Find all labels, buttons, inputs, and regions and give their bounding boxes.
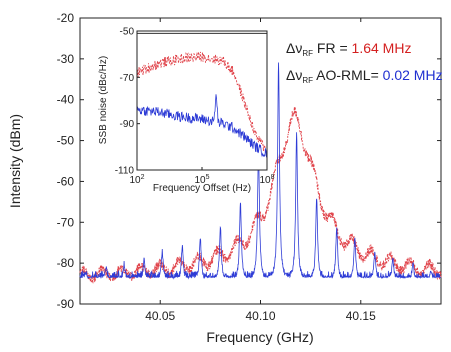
- inset-x-tick-exp: 8: [271, 174, 275, 181]
- inset-y-tick-label: -50: [120, 27, 135, 38]
- inset-x-tick-base: 10: [129, 175, 141, 186]
- main-y-axis-title: Intensity (dBm): [7, 114, 23, 208]
- legend-ao-rml-sub: RF: [302, 76, 313, 85]
- inset-x-tick-exp: 5: [206, 174, 210, 181]
- inset-x-tick-label: 105: [194, 174, 209, 186]
- inset-x-axis-ticks: 102 105 108: [129, 167, 275, 186]
- main-series-layer: [79, 62, 442, 285]
- inset-series-ao-rml: [136, 94, 268, 158]
- inset-series-free-running: [136, 51, 268, 155]
- legend: ΔνRF FR = 1.64 MHz ΔνRF AO-RML= 0.02 MHz: [286, 40, 443, 85]
- main-y-tick-label: -90: [57, 297, 75, 311]
- legend-fr-label: FR =: [313, 40, 352, 56]
- legend-entry-ao-rml: ΔνRF AO-RML= 0.02 MHz: [286, 67, 443, 85]
- main-x-tick-label: 40.15: [346, 309, 376, 323]
- main-y-tick-label: -30: [57, 52, 75, 66]
- main-y-tick-label: -60: [57, 174, 75, 188]
- legend-entry-fr: ΔνRF FR = 1.64 MHz: [286, 40, 411, 58]
- inset-background: [137, 31, 267, 170]
- inset-y-tick-label: -110: [115, 166, 135, 177]
- main-x-tick-label: 40.05: [145, 309, 175, 323]
- main-x-axis-title: Frequency (GHz): [206, 329, 313, 345]
- inset-x-tick-label: 108: [259, 174, 274, 186]
- inset-y-axis-title: SSB noise (dBc/Hz): [98, 56, 109, 144]
- inset-x-tick-base: 10: [259, 175, 271, 186]
- main-y-tick-label: -50: [57, 134, 75, 148]
- main-y-axis-ticks: -90 -80 -70 -60 -50 -40 -30 -20: [57, 11, 441, 311]
- main-x-axis-ticks: 40.05 40.10 40.15: [145, 18, 376, 323]
- inset-chart: -50-70-90-110 102 105 108 Frequency Offset…: [98, 27, 275, 195]
- inset-y-tick-label: -90: [120, 119, 135, 130]
- legend-ao-rml-prefix: Δν: [286, 67, 302, 83]
- inset-y-tick-label: -70: [120, 73, 135, 84]
- inset-x-axis-title: Frequency Offset (Hz): [153, 183, 251, 194]
- inset-x-tick-exp: 2: [141, 174, 145, 181]
- legend-fr-sub: RF: [302, 49, 313, 58]
- inset-x-tick-base: 10: [194, 175, 206, 186]
- series-line-ao-rml: [79, 62, 442, 280]
- legend-ao-rml-label: AO-RML=: [313, 67, 383, 83]
- main-y-tick-label: -80: [57, 256, 75, 270]
- inset-x-tick-label: 102: [129, 174, 144, 186]
- main-y-tick-label: -20: [57, 11, 75, 25]
- inset-y-axis-ticks: -50 -70 -90 -110: [115, 27, 140, 177]
- main-y-tick-label: -70: [57, 215, 75, 229]
- main-x-tick-label: 40.10: [245, 309, 275, 323]
- legend-ao-rml-value: 0.02 MHz: [383, 67, 443, 83]
- legend-fr-value: 1.64 MHz: [352, 40, 412, 56]
- series-line-free-running: [79, 106, 442, 285]
- main-y-tick-label: -40: [57, 93, 75, 107]
- legend-fr-prefix: Δν: [286, 40, 302, 56]
